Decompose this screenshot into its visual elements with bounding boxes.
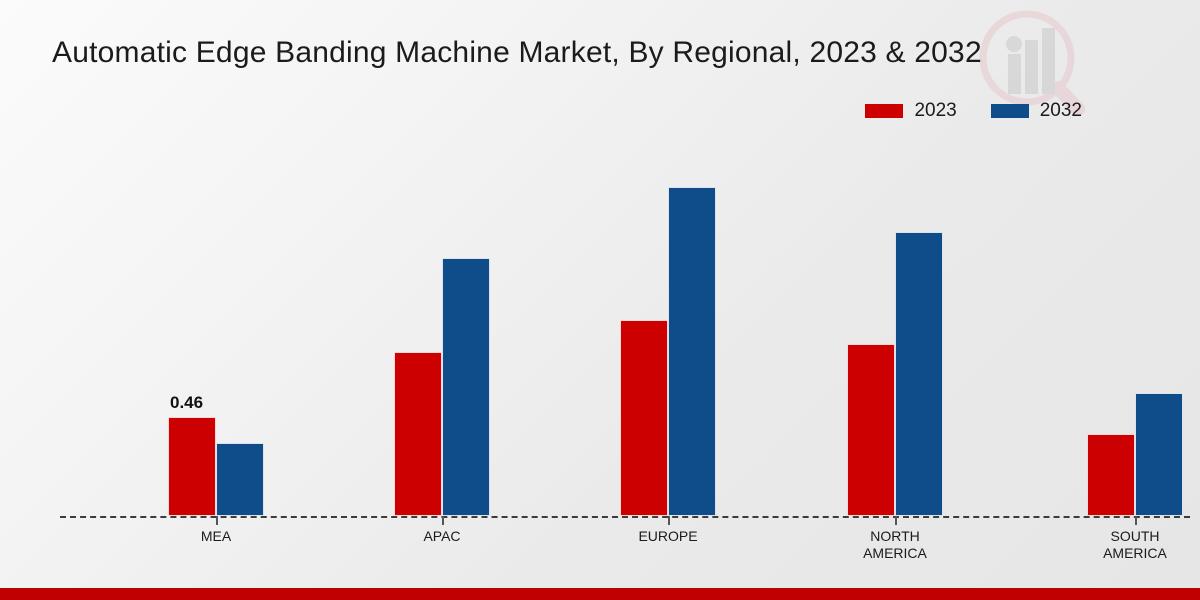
category-label-europe: EUROPE (638, 528, 698, 544)
bar-2032-north-america[interactable] (895, 232, 943, 516)
category-label-north-america: NORTH AMERICA (863, 528, 927, 561)
axis-tick (1135, 516, 1137, 525)
category-label-apac: APAC (423, 528, 461, 544)
category-label-mea: MEA (200, 528, 232, 544)
legend-swatch-blue-icon (990, 104, 1029, 118)
legend-item-2023[interactable]: 2023 (865, 100, 957, 122)
bar-2023-north-america[interactable] (847, 344, 895, 516)
footer-accent-bar (0, 588, 1200, 600)
axis-tick (668, 516, 670, 525)
legend-item-2032[interactable]: 2032 (990, 100, 1082, 122)
bar-2032-south-america[interactable] (1135, 393, 1183, 516)
category-label-south-america: SOUTH AMERICA (1103, 528, 1167, 561)
bar-2032-mea[interactable] (216, 443, 264, 516)
axis-tick (442, 516, 444, 525)
legend-label-2032: 2032 (1039, 100, 1082, 121)
legend-swatch-red-icon (865, 104, 904, 118)
axis-tick (216, 516, 218, 525)
legend-label-2023: 2023 (914, 100, 957, 121)
plot-area: 0.46 MEA APAC EUROPE NORTH AMERICA SOUTH AME… (60, 150, 1190, 561)
bar-2032-europe[interactable] (668, 187, 716, 516)
bar-2023-apac[interactable] (394, 352, 442, 516)
x-axis-baseline (60, 516, 1190, 518)
axis-tick (895, 516, 897, 525)
page-title: Automatic Edge Banding Machine Market, B… (52, 36, 982, 69)
bar-2023-europe[interactable] (620, 320, 668, 516)
bar-2023-south-america[interactable] (1087, 434, 1135, 516)
bar-2023-mea[interactable] (168, 417, 216, 516)
bar-value-label: 0.46 (170, 393, 204, 412)
chart-legend: 2023 2032 (865, 100, 1082, 122)
bar-2032-apac[interactable] (442, 258, 490, 516)
